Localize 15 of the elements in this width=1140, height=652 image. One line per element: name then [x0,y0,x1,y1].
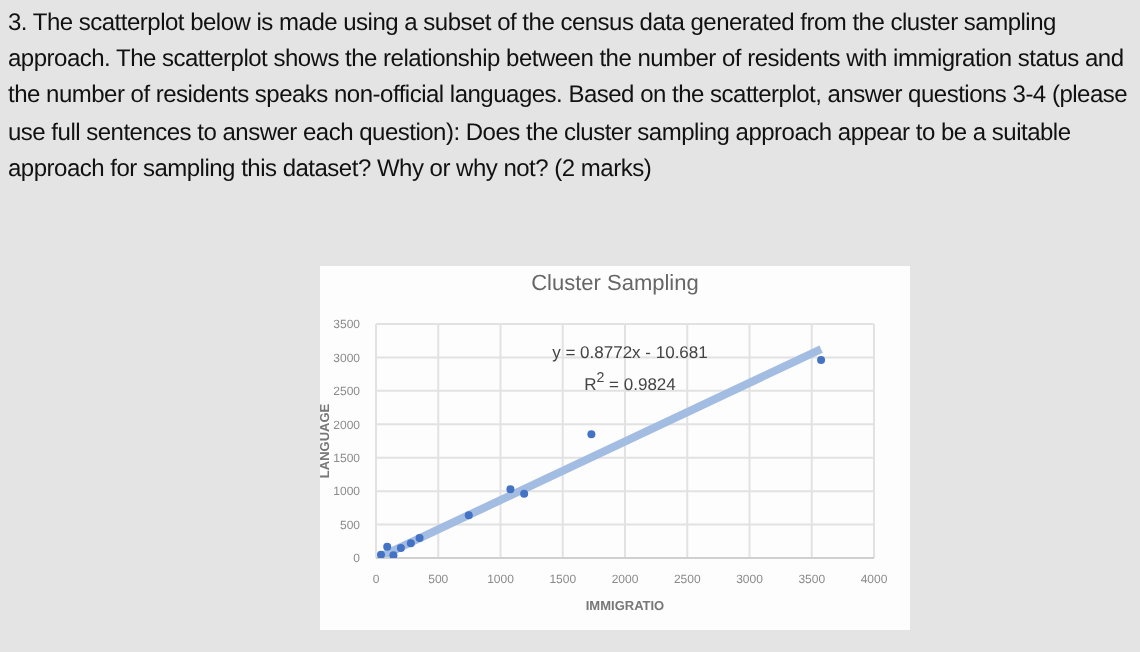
point [520,489,529,498]
point [383,542,392,551]
point [376,550,385,558]
point [817,356,826,365]
point [587,430,596,439]
point [389,551,398,558]
point [406,539,415,548]
text: 3. The scatterplot below is made using a subset of the census data generated from the cluster sampling approach. The scatterplot shows the relationship between the number of residents with immigration status and the number of residents speaks non-official languages. Based on the scatterplot, answer questions 3-4 (please use full sentences to answer each question): Does the cluster sampling approach appear to be a suitable approach for sampling this dataset? Why or why not? (2 marks) [8,8,1128,182]
point [464,511,473,520]
point [396,543,405,552]
annotation: R$^{2}$ = 0.9824 [582,368,678,398]
annotation: y = 0.8772x - 10.681 [550,340,710,366]
point [506,485,515,494]
point [415,533,424,542]
chart-title: Cluster Sampling [529,272,701,296]
